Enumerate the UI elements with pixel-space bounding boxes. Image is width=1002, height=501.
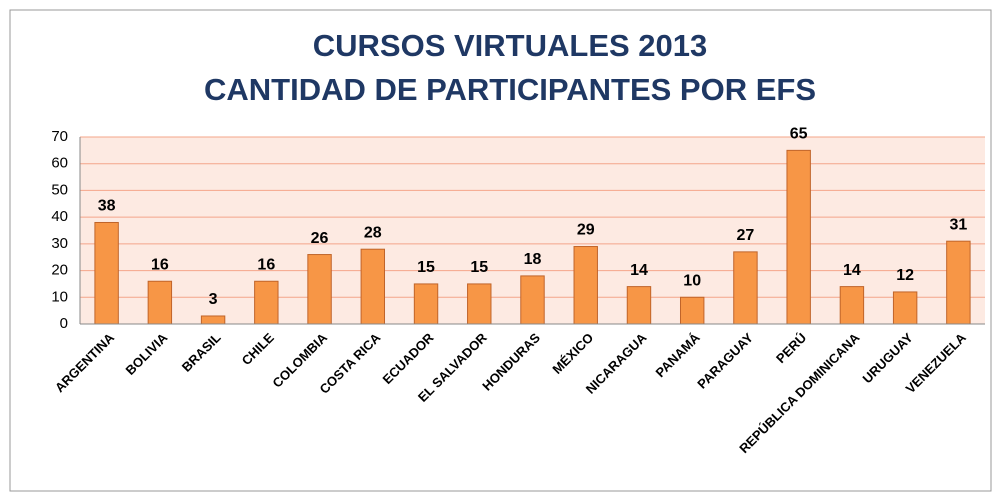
y-tick-label: 70 <box>51 128 68 145</box>
bar <box>839 286 865 325</box>
data-label: 28 <box>364 224 382 241</box>
y-tick-label: 20 <box>51 262 68 279</box>
bar <box>573 246 598 325</box>
bar <box>679 296 705 325</box>
y-tick-label: 30 <box>51 235 68 252</box>
data-label: 12 <box>896 267 914 284</box>
data-label: 16 <box>257 256 275 273</box>
data-label: 14 <box>843 262 861 279</box>
data-label: 14 <box>630 262 648 279</box>
bar <box>733 251 758 325</box>
data-label: 10 <box>683 273 701 290</box>
data-label: 18 <box>524 251 542 268</box>
data-label: 31 <box>949 216 967 233</box>
y-tick-label: 50 <box>51 181 68 198</box>
bar <box>946 240 971 325</box>
data-label: 27 <box>737 227 755 244</box>
data-label: 26 <box>311 230 329 247</box>
y-tick-label: 40 <box>51 208 68 225</box>
bar <box>467 283 492 325</box>
y-tick-label: 60 <box>51 155 68 172</box>
bar <box>520 275 545 325</box>
data-label: 15 <box>417 259 435 276</box>
bar <box>360 248 386 325</box>
data-label: 29 <box>577 222 595 239</box>
bar <box>147 280 173 325</box>
y-tick-label: 10 <box>51 288 68 305</box>
bar <box>892 291 918 325</box>
chart-title: CURSOS VIRTUALES 2013 <box>313 28 708 63</box>
bar <box>94 221 119 325</box>
chart-subtitle: CANTIDAD DE PARTICIPANTES POR EFS <box>204 72 816 107</box>
bar <box>413 283 439 325</box>
y-tick-label: 0 <box>60 315 68 332</box>
data-label: 38 <box>98 198 116 215</box>
data-label: 3 <box>209 291 218 308</box>
data-label: 16 <box>151 256 169 273</box>
bar <box>626 286 652 325</box>
bar <box>307 254 332 325</box>
data-label: 15 <box>470 259 488 276</box>
data-label: 65 <box>790 126 808 143</box>
bar <box>200 315 226 325</box>
bar <box>254 280 279 325</box>
bar <box>786 149 811 325</box>
